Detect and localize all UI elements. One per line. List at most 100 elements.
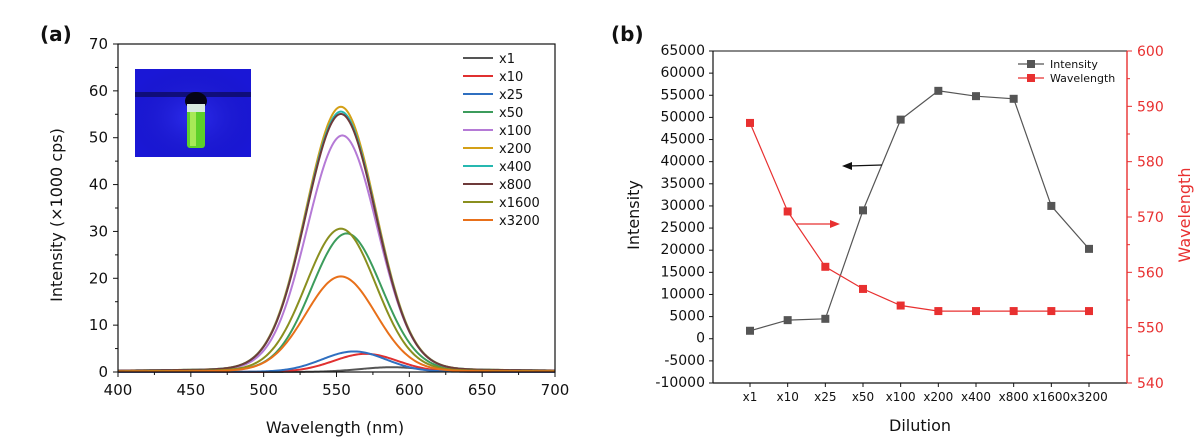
y-tick-label-b: 5000 <box>669 309 705 325</box>
plot-a-axes: 400 450 500 550 600 650 700 0 10 20 30 40 50 60 70 <box>89 35 569 399</box>
data-point-Intensity <box>821 314 830 323</box>
x-tick-label-a: 600 <box>395 381 424 399</box>
plot-b-series <box>746 86 1093 335</box>
y-tick-label-b: 40000 <box>660 154 705 170</box>
y-tick-label-a: 60 <box>89 82 108 100</box>
legend-label-x400: x400 <box>499 160 532 175</box>
y-tick-label-b: 20000 <box>660 242 705 258</box>
series-line-Intensity <box>749 90 1090 332</box>
y2-tick-label-b: 550 <box>1137 321 1164 337</box>
legend-label-x100: x100 <box>499 124 532 139</box>
y-tick-label-b: 30000 <box>660 198 705 214</box>
series-line-Wavelength <box>749 122 1089 312</box>
x-tick-label-b: x3200 <box>1070 390 1108 404</box>
y-tick-label-b: 15000 <box>660 264 705 280</box>
inset-vial-photo <box>135 69 251 157</box>
y-tick-label-b: 10000 <box>660 286 705 302</box>
data-point-Wavelength <box>1085 307 1093 316</box>
data-point-Wavelength <box>859 284 867 293</box>
data-point-Wavelength <box>821 262 830 271</box>
y2-tick-label-b: 540 <box>1137 376 1164 392</box>
data-point-Wavelength <box>1009 307 1018 316</box>
spectrum-curve-x50 <box>117 232 555 373</box>
x-tick-label-b: x800 <box>999 390 1029 404</box>
y2-tick-label-b: 590 <box>1137 99 1164 115</box>
y-tick-label-a: 30 <box>89 222 108 240</box>
legend-label-x1: x1 <box>499 52 515 67</box>
data-point-Wavelength <box>783 207 792 216</box>
y2-tick-label-b: 580 <box>1137 155 1164 171</box>
y-tick-label-b: 65000 <box>660 43 705 59</box>
y-tick-label-a: 0 <box>98 363 108 381</box>
arrow-to-wavelength-axis <box>796 220 840 228</box>
arrow-to-intensity-axis <box>842 162 883 170</box>
x-tick-label-a: 450 <box>177 381 206 399</box>
y-tick-label-b: -10000 <box>655 375 705 391</box>
x-axis-label-a: Wavelength (nm) <box>266 418 404 437</box>
data-point-Wavelength <box>896 301 905 310</box>
y2-tick-label-b: 560 <box>1137 265 1164 281</box>
y-tick-label-a: 70 <box>89 35 108 53</box>
spectrum-curve-x100 <box>117 134 556 372</box>
legend-label-x3200: x3200 <box>499 214 540 229</box>
panel-b: (b) -10000 -5000 0 5000 10000 15000 20000 25000… <box>611 22 1194 435</box>
y-tick-label-b: 55000 <box>660 87 705 103</box>
y-axis-label-a: Intensity (×1000 cps) <box>47 128 66 302</box>
y2-axis-label-b: Wavelength <box>1175 168 1194 263</box>
x-tick-label-b: x400 <box>961 390 991 404</box>
y-tick-label-a: 10 <box>89 316 108 334</box>
data-point-Intensity <box>972 92 980 101</box>
y-tick-label-b: 0 <box>696 331 705 347</box>
data-point-Intensity <box>1085 244 1093 253</box>
panel-b-label: (b) <box>611 22 644 46</box>
x-tick-label-a: 400 <box>104 381 133 399</box>
y-tick-label-a: 40 <box>89 176 108 194</box>
legend-label-Intensity: Intensity <box>1050 58 1098 71</box>
legend-label-x200: x200 <box>499 142 532 157</box>
x-tick-label-a: 500 <box>249 381 278 399</box>
y2-tick-label-b: 600 <box>1137 44 1164 60</box>
data-point-Intensity <box>746 326 754 335</box>
x-tick-label-b: x1 <box>743 390 758 404</box>
spectrum-curve-x1600 <box>118 227 555 373</box>
data-point-Intensity <box>1047 201 1056 210</box>
legend-marker-Wavelength <box>1027 74 1035 82</box>
x-tick-label-b: x1600 <box>1033 390 1071 404</box>
x-tick-label-b: x200 <box>923 390 953 404</box>
y-tick-label-a: 50 <box>89 129 108 147</box>
y-tick-label-b: 50000 <box>660 109 705 125</box>
spectrum-curve-x3200 <box>117 275 556 373</box>
data-point-Intensity <box>859 206 867 215</box>
x-tick-label-b: x10 <box>776 390 798 404</box>
x-tick-label-b: x25 <box>814 390 836 404</box>
y-tick-label-b: 35000 <box>660 176 705 192</box>
x-tick-label-a: 550 <box>322 381 351 399</box>
data-point-Intensity <box>783 316 792 325</box>
plot-b-annotations <box>796 162 883 228</box>
legend-label-x1600: x1600 <box>499 196 540 211</box>
legend-marker-Intensity <box>1027 60 1035 68</box>
y-axis-label-b: Intensity <box>624 180 643 250</box>
legend-label-x10: x10 <box>499 70 523 85</box>
y-tick-label-a: 20 <box>89 269 108 287</box>
data-point-Wavelength <box>746 118 754 127</box>
legend-label-Wavelength: Wavelength <box>1050 72 1115 85</box>
y-tick-label-b: 25000 <box>660 220 705 236</box>
x-tick-label-a: 700 <box>541 381 570 399</box>
data-point-Intensity <box>1009 94 1018 103</box>
plot-a-legend: x1 x10 x25 x50 x100 x200 x400 x800 x1600 x3200 <box>463 52 540 229</box>
data-point-Intensity <box>934 86 943 95</box>
y-tick-label-b: -5000 <box>664 353 705 369</box>
y-tick-label-b: 45000 <box>660 132 705 148</box>
legend-label-x50: x50 <box>499 106 523 121</box>
plot-b-axes: -10000 -5000 0 5000 10000 15000 20000 25000 3000… <box>655 43 1163 404</box>
panel-a-label: (a) <box>40 22 72 46</box>
data-point-Wavelength <box>972 307 980 316</box>
data-point-Wavelength <box>1047 307 1056 316</box>
legend-label-x800: x800 <box>499 178 532 193</box>
x-tick-label-a: 650 <box>468 381 497 399</box>
data-point-Wavelength <box>934 307 943 316</box>
x-tick-label-b: x100 <box>886 390 916 404</box>
